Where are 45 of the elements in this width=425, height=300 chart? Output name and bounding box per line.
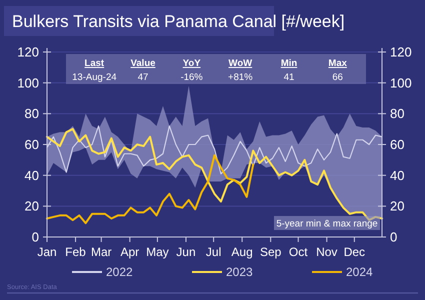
y2-tick-label: 60 bbox=[390, 137, 404, 152]
x-tick-label: Apr bbox=[120, 245, 140, 259]
annotation: 5-year min & max range bbox=[276, 218, 378, 230]
y-tick-label: 120 bbox=[17, 44, 39, 60]
x-tick-label: Dec bbox=[344, 245, 366, 259]
y2-tick-label: 0 bbox=[390, 230, 398, 245]
y-tick-label: 40 bbox=[24, 168, 39, 183]
annotation: 47 bbox=[138, 72, 148, 83]
x-tick-label: Jun bbox=[176, 245, 196, 259]
annotation: +81% bbox=[228, 72, 254, 83]
legend-label: 2023 bbox=[226, 265, 254, 280]
chart-title: Bulkers Transits via Panama Canal [#/week] bbox=[12, 12, 345, 31]
x-tick-label: Aug bbox=[231, 245, 253, 259]
y-tick-label: 80 bbox=[24, 106, 39, 122]
x-tick-label: Feb bbox=[65, 245, 86, 259]
y-tick-label: 0 bbox=[32, 230, 39, 245]
y2-tick-label: 20 bbox=[390, 198, 404, 214]
annotation: Max bbox=[328, 58, 348, 69]
x-tick-label: Nov bbox=[316, 245, 338, 259]
y2-tick-label: 40 bbox=[390, 168, 404, 183]
annotation: Min bbox=[280, 58, 298, 69]
x-tick-label: May bbox=[146, 245, 169, 259]
x-tick-label: Sep bbox=[260, 245, 282, 259]
annotation: 66 bbox=[332, 72, 343, 83]
y2-tick-label: 120 bbox=[390, 44, 412, 60]
line-series bbox=[46, 154, 254, 224]
annotation: Value bbox=[130, 58, 156, 69]
line-series bbox=[46, 128, 383, 222]
legend-label: 2022 bbox=[106, 265, 134, 280]
annotation: 13-Aug-24 bbox=[72, 72, 117, 83]
x-tick-label: Mar bbox=[90, 245, 112, 259]
x-tick-label: Oct bbox=[288, 245, 308, 259]
annotation: WoW bbox=[228, 58, 252, 69]
y2-tick-label: 100 bbox=[390, 75, 412, 90]
legend-label: 2024 bbox=[346, 265, 374, 280]
x-tick-label: Jan bbox=[37, 245, 57, 259]
y-tick-label: 20 bbox=[24, 198, 39, 214]
annotation: -16% bbox=[180, 72, 204, 83]
annotation: YoY bbox=[182, 58, 202, 69]
y-tick-label: 60 bbox=[24, 137, 39, 152]
annotation: 41 bbox=[284, 72, 294, 83]
y-tick-label: 100 bbox=[17, 75, 39, 90]
annotation: Last bbox=[84, 58, 105, 69]
x-tick-label: Jul bbox=[206, 245, 222, 259]
y2-tick-label: 80 bbox=[390, 106, 404, 122]
